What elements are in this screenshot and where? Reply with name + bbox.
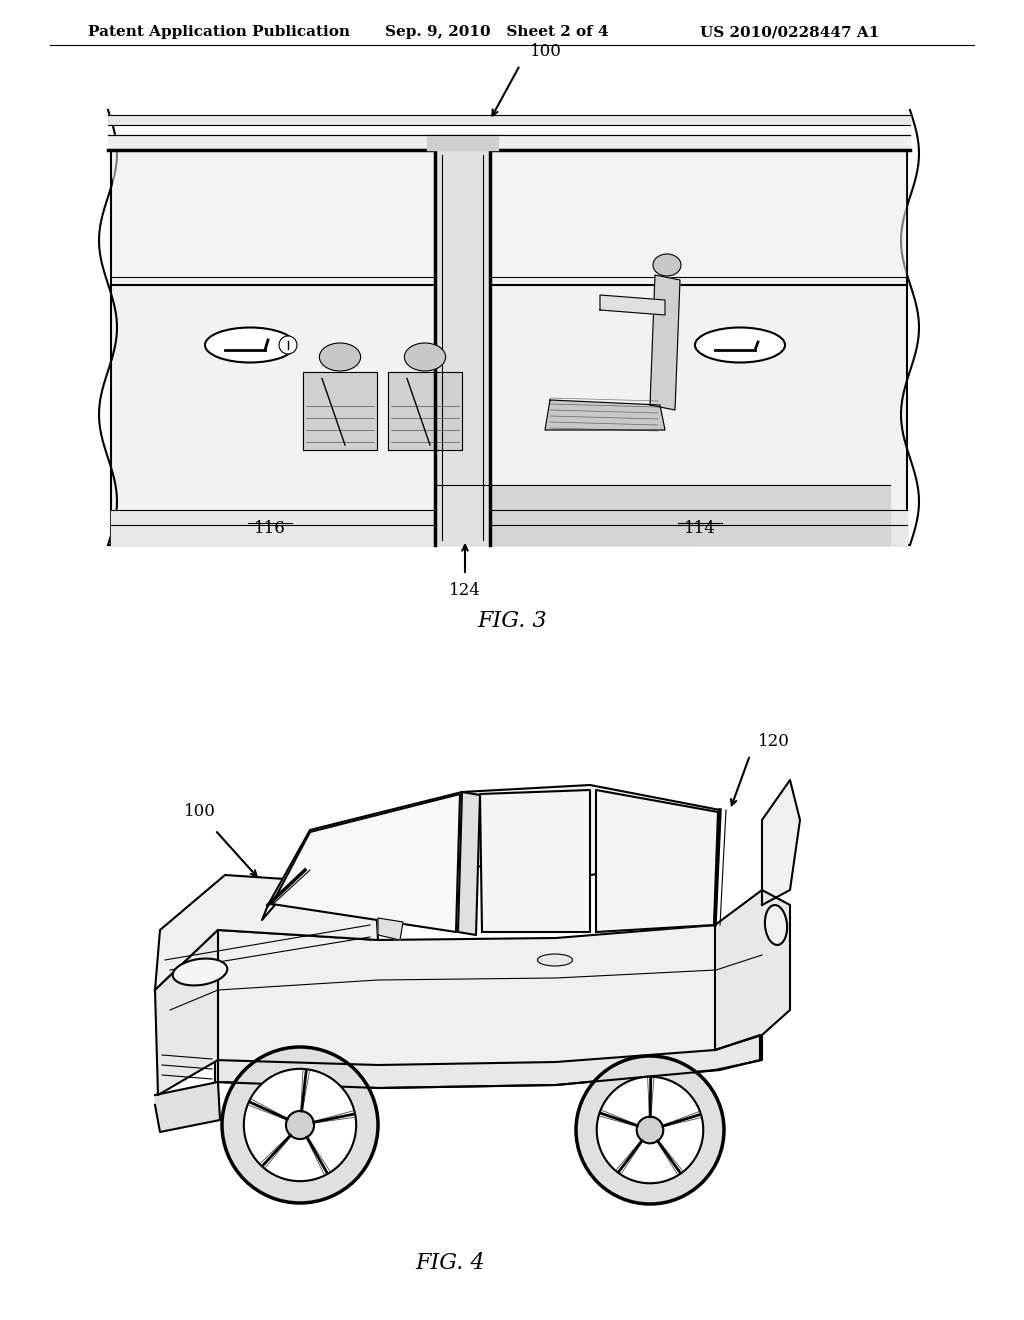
Polygon shape xyxy=(490,150,907,545)
Text: 124: 124 xyxy=(450,582,481,599)
Text: 116: 116 xyxy=(254,520,286,537)
Polygon shape xyxy=(155,875,378,990)
Polygon shape xyxy=(111,150,435,545)
Polygon shape xyxy=(262,785,720,920)
Polygon shape xyxy=(303,372,377,450)
Polygon shape xyxy=(600,294,665,315)
Circle shape xyxy=(637,1117,664,1143)
Polygon shape xyxy=(490,150,905,277)
Circle shape xyxy=(244,1069,356,1181)
Text: Patent Application Publication: Patent Application Publication xyxy=(88,25,350,40)
Text: 100: 100 xyxy=(184,803,216,820)
Text: US 2010/0228447 A1: US 2010/0228447 A1 xyxy=(700,25,880,40)
Polygon shape xyxy=(218,906,762,1088)
Ellipse shape xyxy=(695,327,785,363)
Polygon shape xyxy=(388,372,462,450)
Polygon shape xyxy=(435,150,490,545)
Polygon shape xyxy=(155,1082,220,1133)
Polygon shape xyxy=(155,931,218,1096)
Polygon shape xyxy=(650,275,680,411)
Circle shape xyxy=(279,337,297,354)
Ellipse shape xyxy=(404,343,445,371)
Text: FIG. 3: FIG. 3 xyxy=(477,610,547,632)
Circle shape xyxy=(222,1047,378,1203)
Text: Sep. 9, 2010   Sheet 2 of 4: Sep. 9, 2010 Sheet 2 of 4 xyxy=(385,25,608,40)
Circle shape xyxy=(575,1056,724,1204)
Ellipse shape xyxy=(319,343,360,371)
Ellipse shape xyxy=(765,906,787,945)
Polygon shape xyxy=(113,150,435,277)
Polygon shape xyxy=(272,795,460,932)
Polygon shape xyxy=(480,789,590,932)
Polygon shape xyxy=(490,510,907,545)
Text: 120: 120 xyxy=(758,733,790,750)
Polygon shape xyxy=(458,792,480,935)
Polygon shape xyxy=(378,917,403,940)
Polygon shape xyxy=(435,150,690,545)
Text: 114: 114 xyxy=(684,520,716,537)
Ellipse shape xyxy=(205,327,295,363)
Polygon shape xyxy=(545,400,665,430)
Circle shape xyxy=(597,1077,703,1183)
Polygon shape xyxy=(427,135,498,150)
Polygon shape xyxy=(596,789,718,932)
Ellipse shape xyxy=(173,958,227,986)
Polygon shape xyxy=(762,780,800,906)
Ellipse shape xyxy=(538,954,572,966)
Polygon shape xyxy=(435,484,890,545)
Circle shape xyxy=(286,1111,314,1139)
Polygon shape xyxy=(111,510,435,545)
Text: FIG. 4: FIG. 4 xyxy=(415,1251,484,1274)
Polygon shape xyxy=(715,890,790,1049)
Polygon shape xyxy=(215,1035,760,1088)
Text: 100: 100 xyxy=(530,44,562,59)
Ellipse shape xyxy=(653,253,681,276)
